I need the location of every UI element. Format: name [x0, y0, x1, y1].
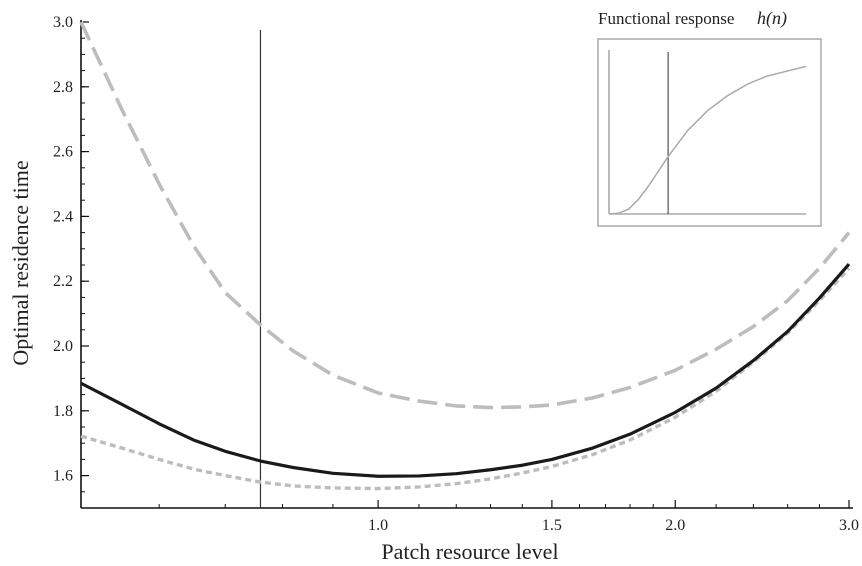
- x-tick-label: 3.0: [839, 517, 859, 534]
- series-line-solid: [80, 262, 851, 478]
- inset-curve: [608, 65, 807, 215]
- y-tick-label: 2.6: [53, 144, 73, 161]
- series-line-dotted: [80, 267, 851, 491]
- y-axis-label: Optimal residence time: [8, 160, 33, 365]
- series-line-dashed: [79, 21, 851, 410]
- inset-panel: Functional response h(n): [597, 8, 822, 227]
- inset-title: Functional response: [598, 9, 734, 28]
- axes: 1.6 1.8 2.0 2.2 2.4 2.6 2.8 3.0 1.0 1.5 2.0 3.0: [53, 14, 859, 534]
- y-tick-label: 2.8: [53, 79, 73, 96]
- y-tick-label: 3.0: [53, 14, 73, 31]
- y-tick-label: 2.0: [53, 338, 73, 355]
- x-tick-label: 2.0: [665, 517, 685, 534]
- inset-title-math: h(n): [757, 8, 787, 29]
- inset-frame: [597, 38, 822, 227]
- y-tick-label: 1.6: [53, 468, 73, 485]
- y-tick-label: 2.2: [53, 273, 73, 290]
- x-tick-label: 1.0: [368, 517, 388, 534]
- y-tick-label: 2.4: [53, 208, 73, 225]
- y-tick-label: 1.8: [53, 403, 73, 420]
- x-axis-label: Patch resource level: [381, 539, 558, 564]
- series-layer: [79, 21, 851, 491]
- x-tick-label: 1.5: [542, 517, 562, 534]
